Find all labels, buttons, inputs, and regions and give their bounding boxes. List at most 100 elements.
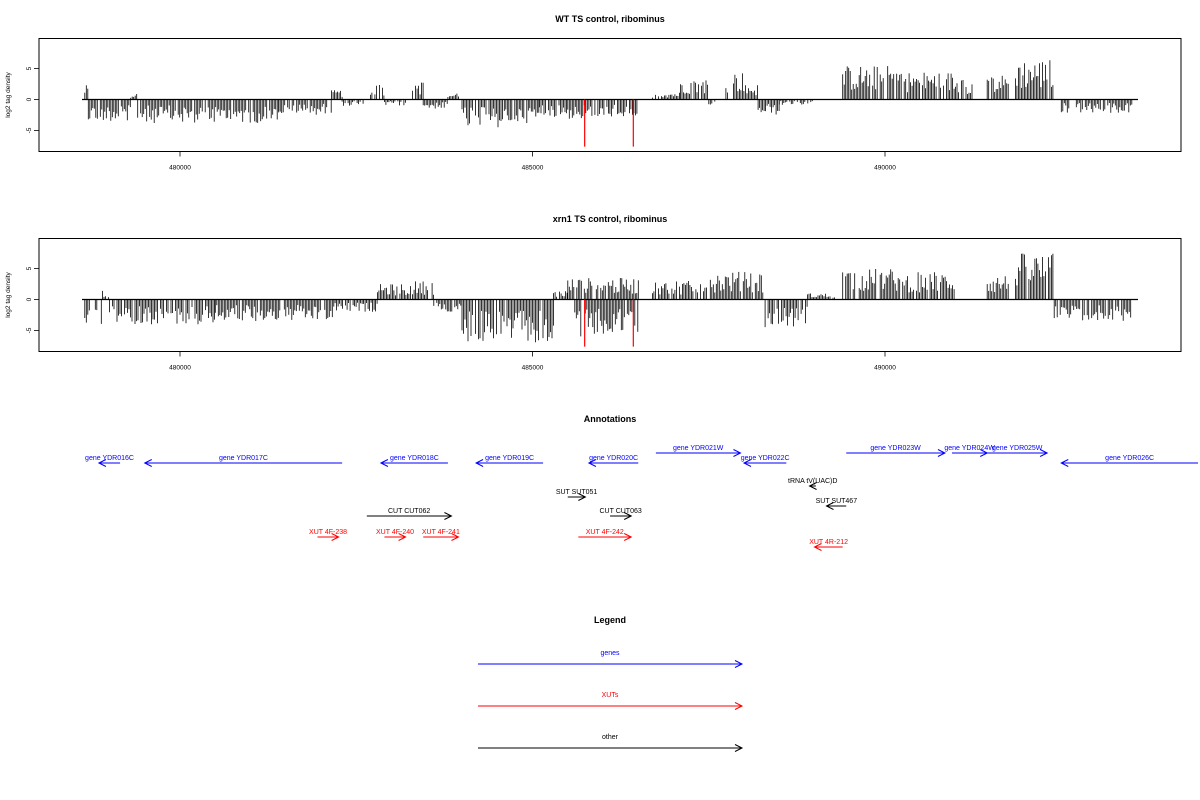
annotation-feature: tRNA tV(UAC)D: [788, 478, 837, 490]
arrowhead: [1060, 459, 1069, 467]
bar-series: [82, 253, 1138, 347]
annotation-feature: gene YDR021W: [655, 445, 742, 457]
feature-label: gene YDR020C: [589, 455, 638, 462]
x-tick-label: 490000: [874, 165, 896, 172]
annotation-feature: CUT CUT063: [599, 508, 642, 520]
annotation-feature: XUT 4F-238: [309, 529, 347, 541]
feature-label: gene YDR017C: [219, 455, 268, 462]
x-tick-label: 480000: [169, 365, 191, 372]
feature-label: XUT 4F-242: [586, 529, 624, 536]
y-axis-label: log2 tag density: [5, 71, 12, 117]
annotation-feature: XUT 4F-241: [422, 529, 460, 541]
y-tick-label: 0: [26, 97, 33, 101]
feature-label: CUT CUT063: [599, 508, 641, 515]
feature-label: gene YDR016C: [85, 455, 134, 462]
arrowhead: [331, 533, 340, 541]
annotation-feature: XUT 4F-240: [376, 529, 414, 541]
arrowhead: [733, 449, 742, 457]
annotation-feature: gene YDR017C: [143, 455, 343, 467]
annotation-feature: CUT CUT062: [366, 508, 453, 520]
x-tick-label: 485000: [522, 365, 544, 372]
legend-items: genes XUTs other: [478, 650, 744, 752]
arrowhead: [97, 459, 107, 467]
arrowhead: [587, 459, 597, 467]
arrowhead: [1039, 449, 1049, 457]
feature-label: XUT 4F-240: [376, 529, 414, 536]
annotation-feature: gene YDR018C: [379, 455, 448, 467]
bar-series: [82, 60, 1138, 147]
feature-label: XUT 4F-238: [309, 529, 347, 536]
y-tick-label: 0: [26, 297, 33, 301]
annotation-feature: gene YDR025W: [987, 445, 1049, 457]
arrowhead: [734, 702, 744, 710]
annotation-feature: gene YDR016C: [85, 455, 134, 467]
legend-item: genes: [478, 650, 744, 668]
y-axis: -5 0 5: [26, 266, 39, 333]
arrowhead: [444, 512, 453, 520]
feature-label: gene YDR025W: [992, 445, 1043, 452]
annotation-features: gene YDR016C gene YDR017C gene YDR018C gene…: [85, 445, 1198, 551]
x-tick-label: 485000: [522, 165, 544, 172]
y-tick-label: -5: [26, 327, 33, 333]
annotation-feature: SUT SUT467: [816, 498, 858, 510]
annotation-feature: XUT 4F-242: [578, 529, 633, 541]
arrowhead: [937, 449, 947, 457]
legend-title: Legend: [594, 615, 626, 625]
y-tick-label: 5: [26, 266, 33, 270]
feature-label: XUT 4R-212: [809, 539, 848, 546]
legend-label: genes: [600, 650, 620, 657]
arrowhead: [623, 512, 633, 520]
feature-label: gene YDR024W: [944, 445, 995, 452]
arrowhead: [451, 533, 460, 541]
arrowhead: [813, 543, 822, 551]
annotation-feature: gene YDR020C: [587, 455, 639, 467]
feature-label: tRNA tV(UAC)D: [788, 478, 837, 485]
arrowhead: [623, 533, 633, 541]
legend-label: XUTs: [602, 692, 619, 699]
annotation-feature: gene YDR026C: [1060, 455, 1198, 467]
legend-panel: Legend genes XUTs other: [478, 615, 744, 752]
feature-label: SUT SUT051: [556, 489, 598, 496]
panel-wt-ts-control: WT TS control, ribominus log2 tag densit…: [5, 14, 1182, 172]
arrowhead: [825, 502, 834, 510]
feature-label: gene YDR019C: [485, 455, 534, 462]
x-tick-label: 480000: [169, 165, 191, 172]
chart-title: xrn1 TS control, ribominus: [553, 214, 668, 224]
arrowhead: [734, 660, 744, 668]
feature-label: gene YDR018C: [390, 455, 439, 462]
arrowhead: [474, 459, 484, 467]
annotation-feature: XUT 4R-212: [809, 539, 848, 551]
legend-label: other: [602, 734, 619, 741]
arrowhead: [742, 459, 752, 467]
y-tick-label: 5: [26, 66, 33, 70]
annotation-feature: gene YDR019C: [474, 455, 544, 467]
x-axis: 480000 485000 490000: [169, 351, 896, 372]
annotation-feature: gene YDR022C: [741, 455, 790, 467]
annotations-panel: Annotations gene YDR016C gene YDR017C gene…: [85, 414, 1198, 551]
annotations-title: Annotations: [584, 414, 637, 424]
chart-title: WT TS control, ribominus: [555, 14, 665, 24]
feature-label: gene YDR021W: [673, 445, 724, 452]
annotation-feature: gene YDR023W: [846, 445, 947, 457]
plot-frame: [38, 38, 1182, 152]
feature-label: SUT SUT467: [816, 498, 858, 505]
y-tick-label: -5: [26, 127, 33, 133]
arrowhead: [734, 744, 744, 752]
arrowhead: [578, 493, 587, 501]
arrowhead: [143, 459, 152, 467]
legend-item: XUTs: [478, 692, 744, 710]
feature-label: CUT CUT062: [388, 508, 430, 515]
panel-xrn1-ts-control: xrn1 TS control, ribominus log2 tag dens…: [5, 214, 1182, 372]
annotation-feature: SUT SUT051: [556, 489, 598, 501]
annotation-feature: gene YDR024W: [944, 445, 995, 457]
x-tick-label: 490000: [874, 365, 896, 372]
legend-item: other: [478, 734, 744, 752]
plot-frame: [38, 238, 1182, 352]
y-axis: -5 0 5: [26, 66, 39, 133]
feature-label: gene YDR022C: [741, 455, 790, 462]
feature-label: XUT 4F-241: [422, 529, 460, 536]
x-axis: 480000 485000 490000: [169, 151, 896, 172]
y-axis-label: log2 tag density: [5, 271, 12, 317]
arrowhead: [379, 459, 389, 467]
